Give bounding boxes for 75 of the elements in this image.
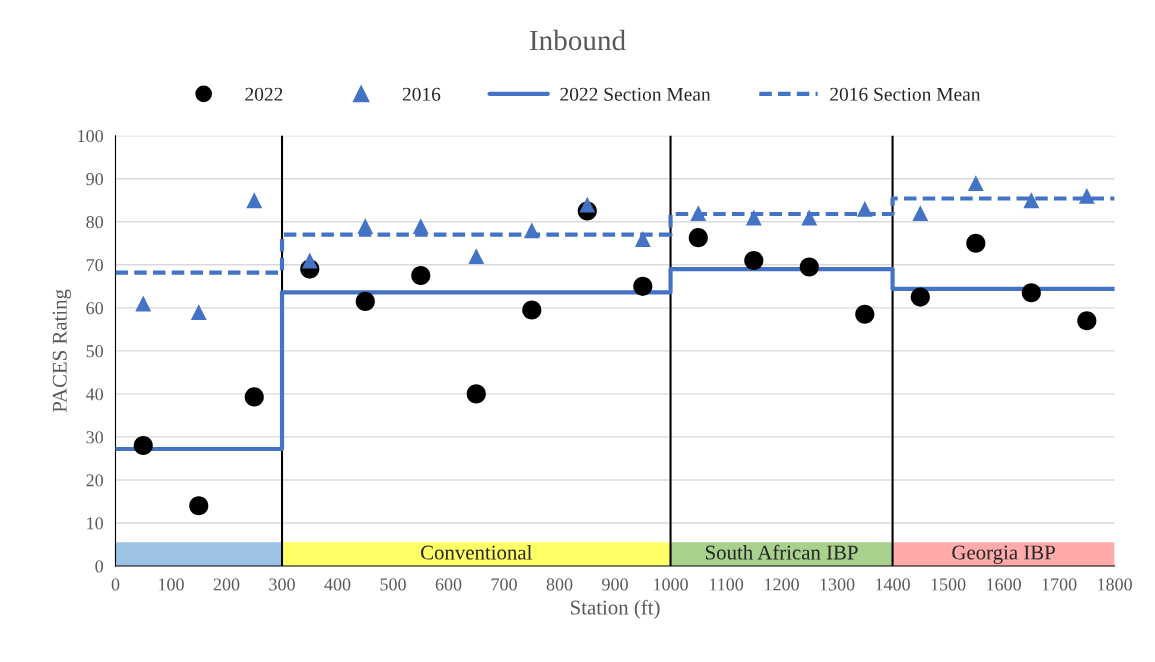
x-tick-label: 1300 bbox=[820, 578, 855, 591]
point bbox=[910, 287, 930, 307]
y-tick-label: 30 bbox=[86, 431, 104, 444]
point bbox=[744, 250, 764, 271]
point bbox=[1023, 192, 1040, 209]
point bbox=[190, 304, 207, 321]
point bbox=[745, 209, 762, 226]
point bbox=[912, 205, 929, 222]
y-tick-label: 20 bbox=[86, 474, 104, 487]
point bbox=[466, 384, 486, 404]
x-tick-label: 800 bbox=[546, 578, 573, 591]
x-tick-label: 500 bbox=[380, 578, 406, 591]
y-tick-label: 100 bbox=[78, 129, 104, 143]
point bbox=[246, 192, 263, 209]
point bbox=[468, 248, 485, 265]
point bbox=[523, 222, 540, 239]
x-tick-label: 1700 bbox=[1042, 578, 1077, 591]
point bbox=[357, 218, 374, 234]
legend-label: 2016 bbox=[402, 87, 441, 101]
band-label: Conventional bbox=[421, 544, 532, 560]
band-label: Georgia IBP bbox=[952, 545, 1055, 564]
x-tick-label: 1500 bbox=[931, 578, 966, 591]
x-tick-label: 1400 bbox=[876, 578, 910, 591]
point bbox=[690, 205, 707, 222]
point bbox=[1021, 283, 1041, 303]
x-tick-label: 300 bbox=[269, 578, 295, 591]
y-tick-label: 50 bbox=[86, 345, 104, 358]
x-axis-title: Station (ft) bbox=[571, 599, 660, 619]
chart-title: Inbound bbox=[529, 29, 626, 51]
x-tick-label: 1000 bbox=[654, 578, 688, 591]
legend-label: 2016 Section Mean bbox=[830, 87, 981, 101]
point bbox=[412, 218, 429, 234]
point bbox=[1078, 188, 1095, 204]
point bbox=[967, 175, 984, 191]
y-tick-label: 0 bbox=[95, 560, 104, 573]
y-tick-label: 70 bbox=[86, 259, 104, 272]
x-tick-label: 100 bbox=[159, 578, 184, 591]
x-tick-label: 0 bbox=[111, 578, 120, 591]
x-tick-label: 600 bbox=[435, 578, 462, 591]
point bbox=[801, 209, 818, 226]
point bbox=[301, 252, 318, 269]
point bbox=[355, 291, 375, 311]
x-tick-label: 1200 bbox=[765, 578, 799, 591]
legend-label: 2022 bbox=[245, 87, 283, 101]
point bbox=[579, 196, 596, 213]
y-tick-label: 80 bbox=[86, 216, 104, 229]
point bbox=[855, 304, 875, 324]
line-series bbox=[115, 267, 1115, 452]
point bbox=[634, 231, 651, 247]
point bbox=[522, 300, 542, 320]
point bbox=[135, 295, 152, 312]
y-tick-label: 10 bbox=[87, 517, 104, 530]
x-tick-label: 900 bbox=[602, 578, 628, 591]
point bbox=[799, 257, 819, 277]
x-tick-label: 200 bbox=[213, 578, 240, 591]
x-tick-label: 1600 bbox=[987, 578, 1021, 591]
point bbox=[966, 233, 986, 253]
point bbox=[411, 265, 431, 286]
x-tick-label: 1100 bbox=[709, 578, 744, 591]
point bbox=[856, 200, 873, 217]
y-axis-title: PACES Rating bbox=[52, 289, 72, 413]
y-tick-label: 60 bbox=[86, 302, 104, 315]
point bbox=[688, 228, 708, 248]
band-label: South African IBP bbox=[705, 544, 858, 560]
point bbox=[633, 276, 653, 296]
point bbox=[1077, 311, 1097, 331]
point bbox=[133, 435, 153, 456]
x-tick-label: 1800 bbox=[1098, 578, 1132, 591]
x-tick-label: 400 bbox=[324, 578, 351, 591]
y-tick-label: 90 bbox=[86, 173, 104, 186]
y-tick-label: 40 bbox=[85, 388, 104, 401]
legend-label: 2022 Section Mean bbox=[560, 87, 711, 101]
point bbox=[244, 387, 264, 407]
x-tick-label: 700 bbox=[491, 578, 517, 591]
point bbox=[189, 496, 209, 516]
